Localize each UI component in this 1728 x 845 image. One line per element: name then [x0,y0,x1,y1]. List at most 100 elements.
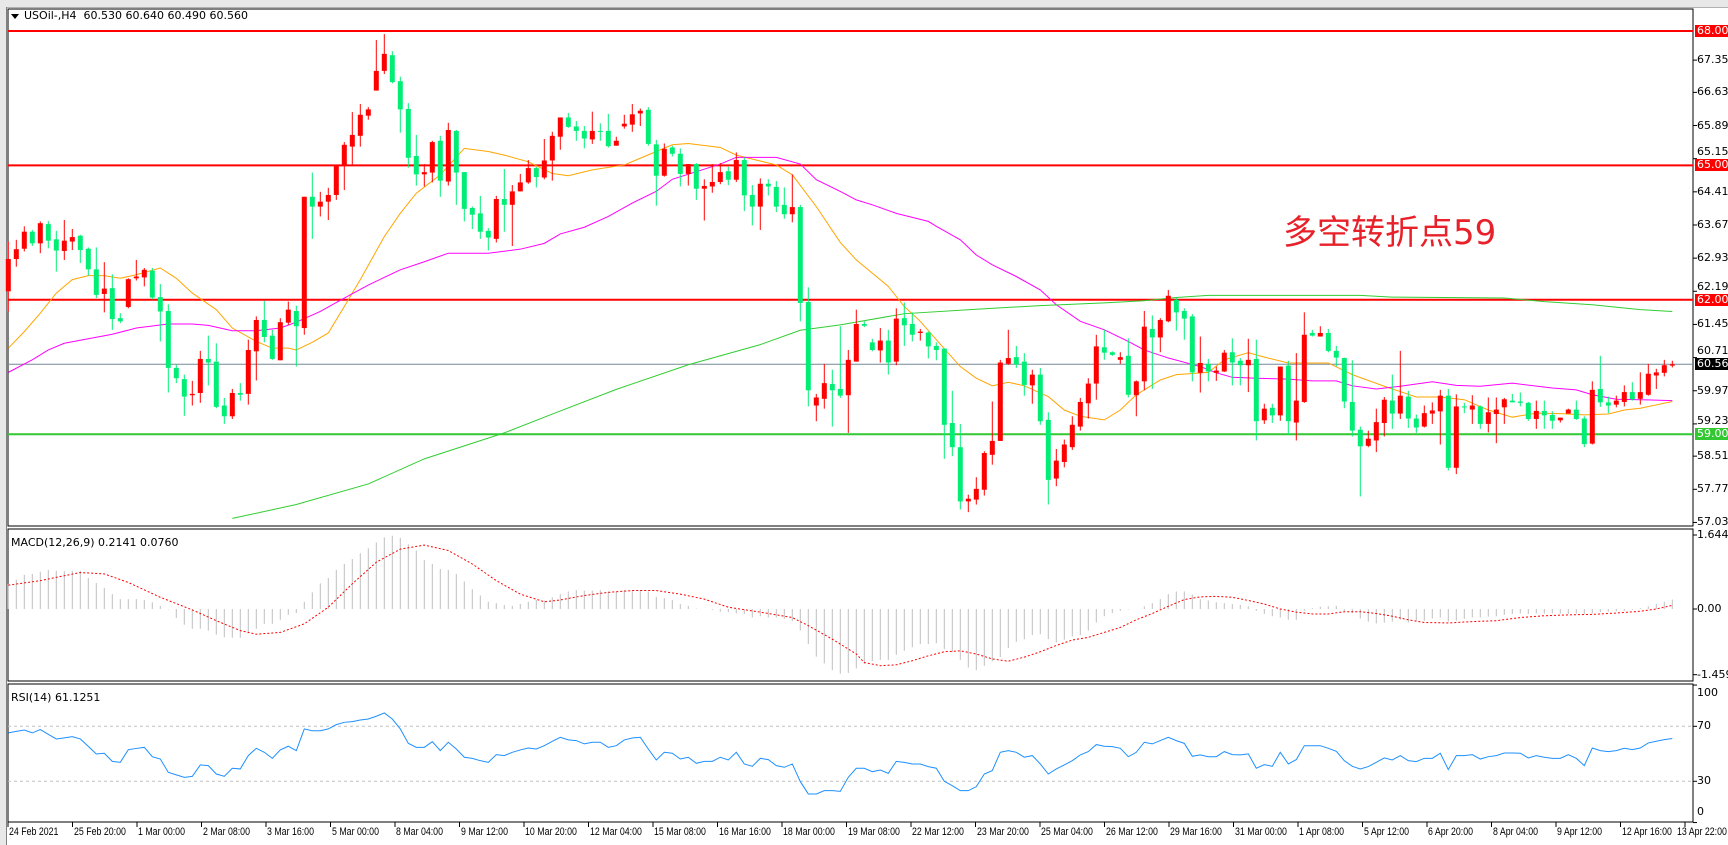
bear-candle-body [1101,347,1107,353]
bull-candle-body [813,397,819,406]
bear-candle-body [1597,388,1603,403]
bear-candle-body [1205,363,1211,372]
bull-candle-body [1621,392,1627,402]
ma-mid-line [8,156,1673,402]
bear-candle-body [309,196,315,207]
level-price-label: 68.000 [1695,25,1728,37]
bull-candle-body [445,130,451,182]
bear-candle-body [1309,332,1315,336]
time-axis-label: 10 Mar 20:00 [525,826,577,838]
time-axis-label: 22 Mar 12:00 [912,826,964,838]
bear-candle-body [1333,350,1339,358]
rsi-panel-frame [7,683,1694,823]
bear-candle-body [925,332,931,347]
bull-candle-body [589,130,595,140]
bear-candle-body [829,384,835,391]
bull-candle-body [1157,319,1163,338]
bull-candle-body [1093,346,1099,384]
bull-candle-body [317,201,323,207]
bull-candle-body [1085,383,1091,404]
bear-candle-body [397,81,403,110]
bull-candle-body [1165,295,1171,322]
bull-candle-body [125,279,131,307]
bear-candle-body [109,288,115,320]
bull-candle-body [989,440,995,455]
bear-candle-body [773,186,779,207]
price-axis-label: 59.970 [1697,383,1728,397]
bear-candle-body [1461,406,1467,408]
time-axis-label: 29 Mar 16:00 [1170,826,1222,838]
bear-candle-body [269,335,275,359]
bear-candle-body [1405,396,1411,419]
bull-candle-body [1293,400,1299,423]
bull-candle-body [557,117,563,137]
bull-candle-body [1261,408,1267,421]
current-price-label: 60.560 [1695,358,1728,371]
bull-candle-body [973,488,979,500]
bull-candle-body [1245,359,1251,366]
bull-candle-body [21,231,27,249]
bear-candle-body [1237,360,1243,366]
bull-candle-body [1565,409,1571,414]
bear-candle-body [173,367,179,379]
bear-candle-body [205,358,211,363]
bear-candle-body [1541,410,1547,416]
bull-candle-body [1381,399,1387,423]
bull-candle-body [133,276,139,279]
bull-candle-body [853,323,859,362]
bull-candle-body [1557,417,1563,421]
dropdown-triangle-icon[interactable] [11,13,19,19]
bear-candle-body [1517,401,1523,403]
time-axis-label: 25 Mar 04:00 [1041,826,1093,838]
window-top-border [0,0,1728,8]
bear-candle-body [1021,361,1027,385]
time-axis-label: 2 Mar 08:00 [202,826,250,838]
bull-candle-body [1453,406,1459,468]
bull-candle-body [685,164,691,174]
bear-candle-body [405,108,411,158]
bull-candle-body [1469,405,1475,410]
bear-candle-body [1285,365,1291,422]
bull-candle-body [789,207,795,215]
bull-candle-body [69,237,75,242]
bull-candle-body [997,362,1003,441]
level-price-label: 59.000 [1695,428,1728,441]
bear-candle-body [797,207,803,303]
time-axis-label: 12 Mar 04:00 [589,826,642,838]
time-axis-label: 23 Mar 20:00 [976,826,1029,838]
bull-candle-body [509,191,515,205]
bull-candle-body [1637,392,1643,399]
ma-slow-line [232,294,1673,519]
bull-candle-body [613,140,619,146]
bull-candle-body [621,123,627,127]
bear-candle-body [485,230,491,238]
bear-candle-body [1269,407,1275,416]
level-price-label: 65.000 [1695,159,1728,172]
bull-candle-body [5,259,11,292]
bull-candle-body [373,70,379,91]
bear-candle-body [1349,401,1355,431]
bear-candle-body [1013,357,1019,365]
chart-canvas[interactable] [7,8,1728,845]
time-axis-label: 25 Feb 20:00 [73,826,126,838]
bear-candle-body [477,213,483,232]
bear-candle-body [957,447,963,502]
time-axis-label: 3 Mar 16:00 [267,826,314,838]
bull-candle-body [1669,364,1675,366]
bull-candle-body [1661,365,1667,373]
bull-candle-body [1317,332,1323,337]
bear-candle-body [1045,419,1051,480]
window-left-border [0,7,7,845]
price-axis-label: 58.510 [1697,449,1728,463]
macd-panel-frame [7,528,1694,682]
rsi-axis-label: 30 [1697,774,1711,788]
bear-candle-body [1573,409,1579,419]
bull-candle-body [1501,399,1507,408]
bull-candle-body [245,349,251,394]
rsi-label: RSI(14) 61.1251 [11,691,101,704]
bull-candle-body [229,392,235,417]
bear-candle-body [117,318,123,322]
time-axis-label: 24 Feb 2021 [9,826,59,838]
bull-candle-body [429,142,435,173]
